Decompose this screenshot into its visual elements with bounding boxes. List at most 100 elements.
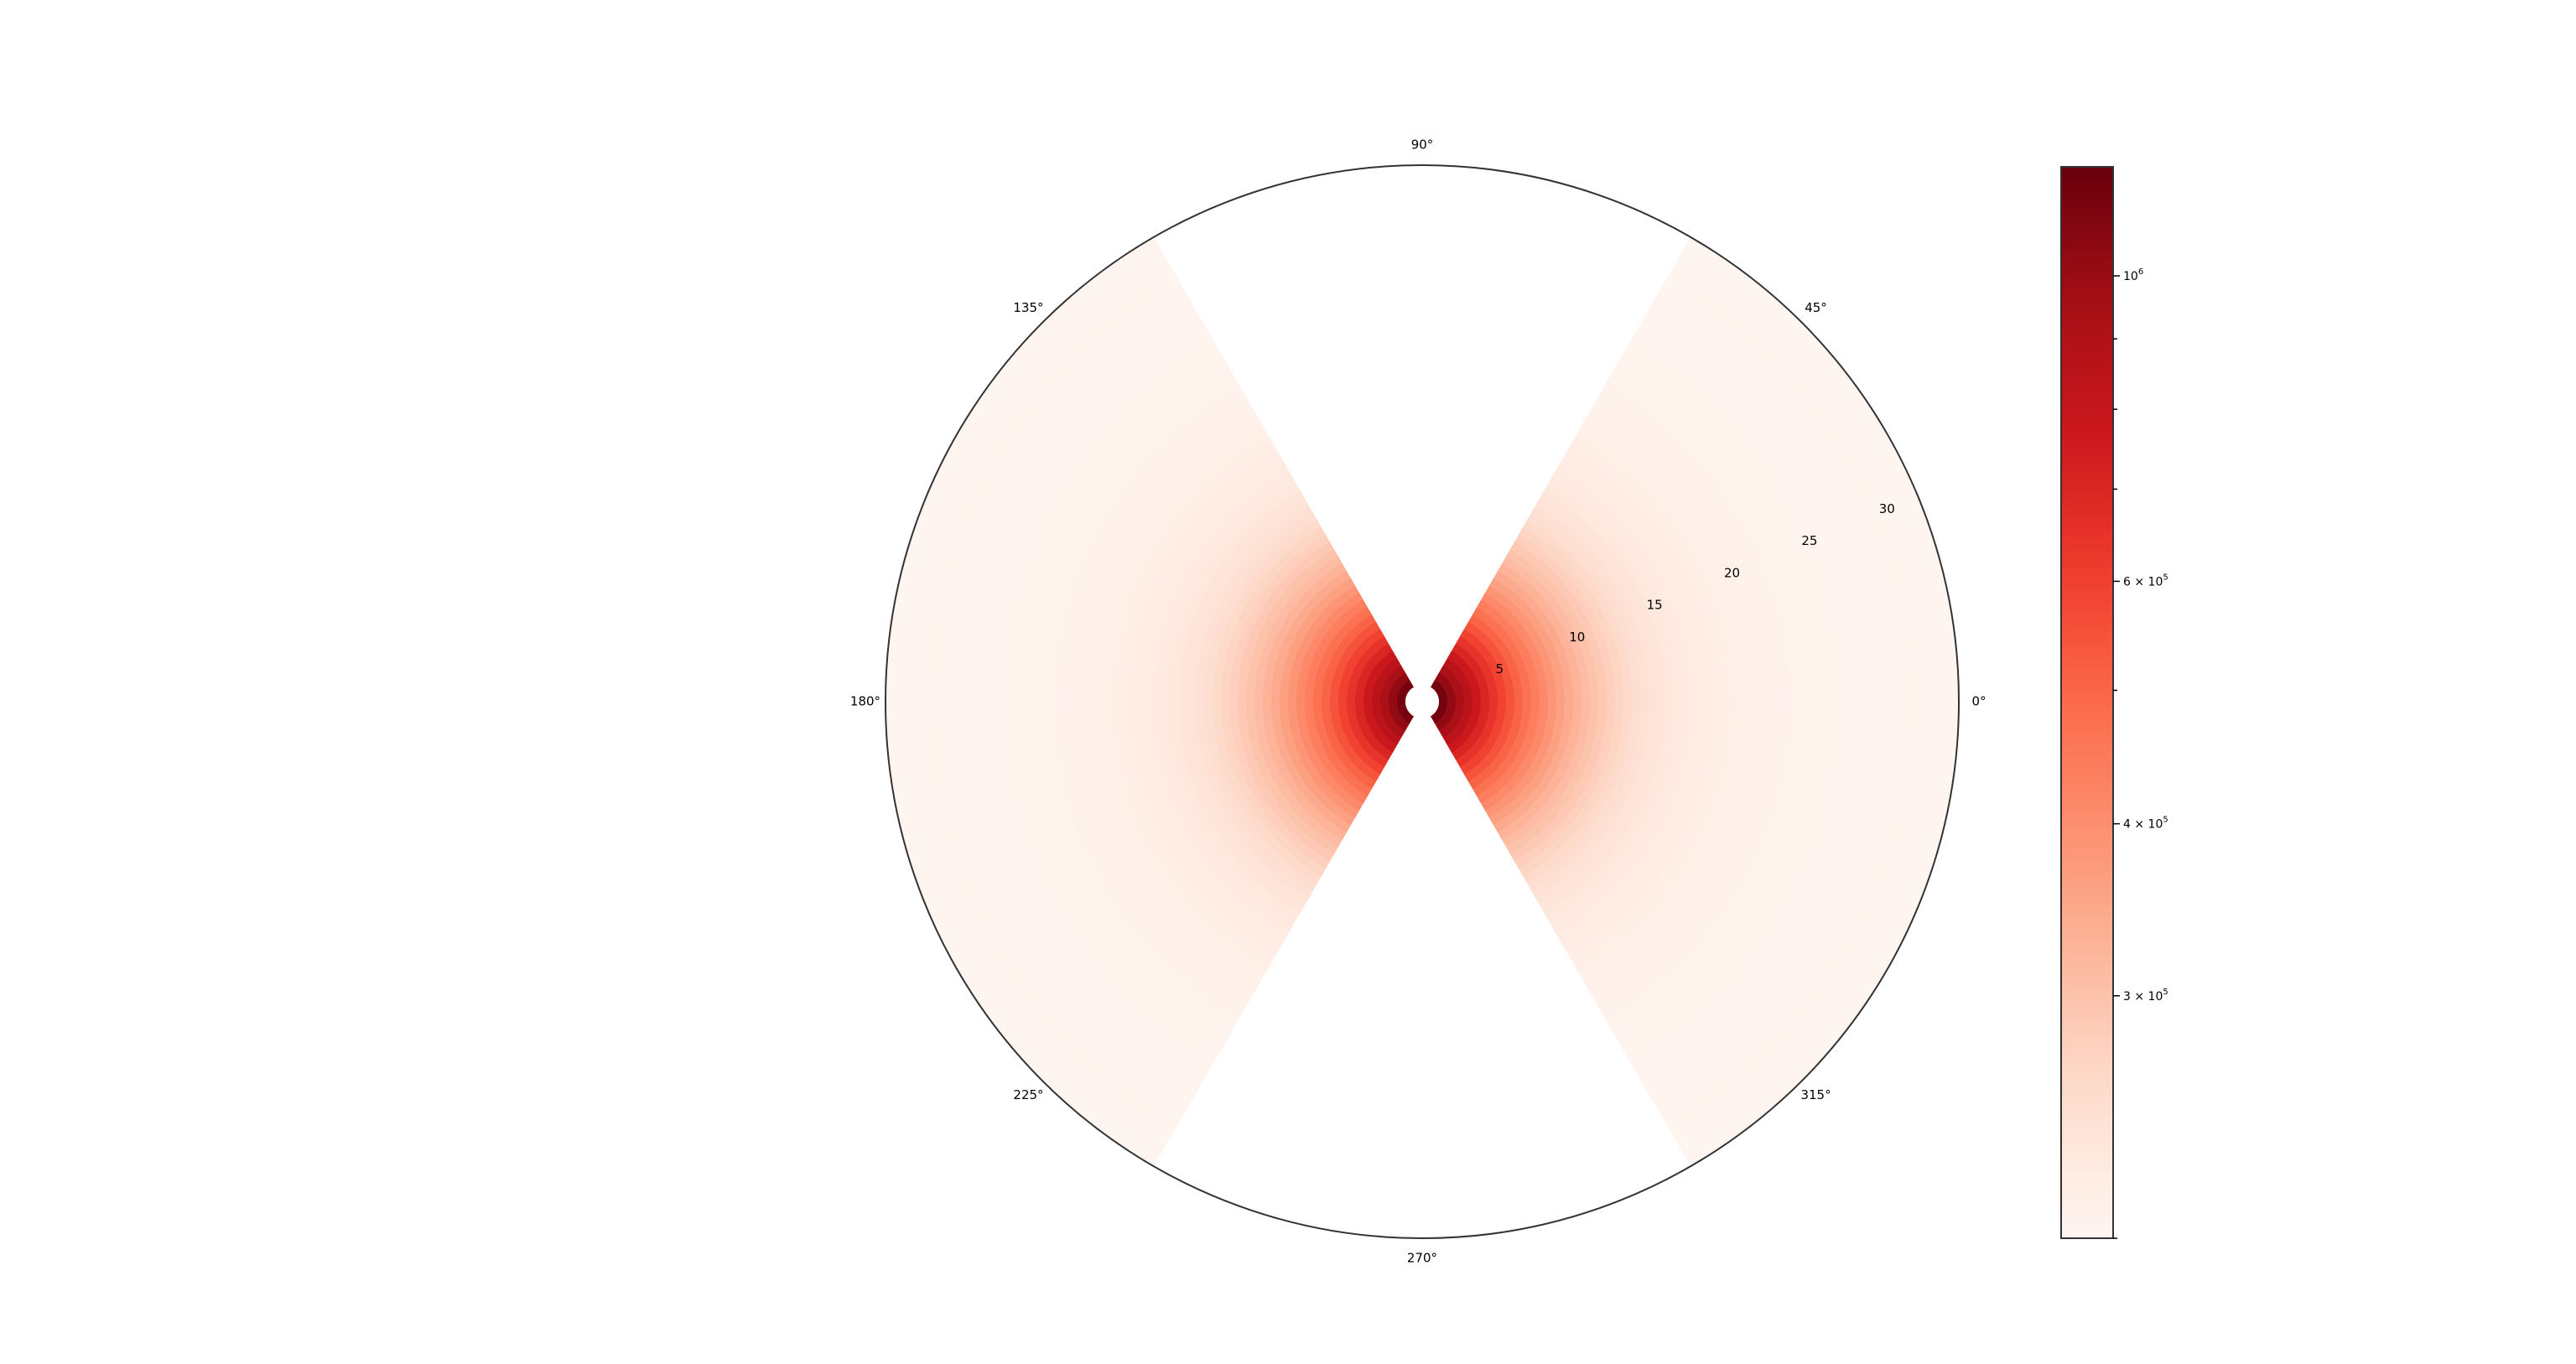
heatmap-cell bbox=[1535, 498, 1658, 905]
heatmap-cell bbox=[1321, 614, 1376, 790]
heatmap-cell bbox=[1346, 635, 1389, 768]
heatmap-cell bbox=[1447, 651, 1482, 753]
heatmap-cell bbox=[1431, 679, 1448, 724]
heatmap-cell bbox=[1396, 679, 1414, 724]
heatmap-cell bbox=[1498, 563, 1582, 840]
heatmap-cell bbox=[1103, 425, 1267, 978]
heatmap-cell bbox=[1354, 643, 1393, 760]
heatmap-cell bbox=[1170, 483, 1301, 921]
heatmap-cell bbox=[1371, 657, 1401, 746]
colorbar: 106 6 × 105 4 × 105 3 × 105 bbox=[2060, 166, 2168, 1239]
heatmap-cell bbox=[1544, 483, 1675, 921]
heatmap-cell bbox=[1485, 585, 1557, 818]
angular-tick-label: 180° bbox=[850, 694, 880, 709]
colorbar-tick-label: 6 × 105 bbox=[2123, 573, 2168, 589]
heatmap-cell bbox=[1329, 621, 1380, 782]
heatmap-cell bbox=[1337, 629, 1384, 775]
heatmap-cell bbox=[1464, 621, 1515, 782]
heatmap-cell bbox=[1287, 585, 1359, 818]
colorbar-frame bbox=[2060, 166, 2114, 1239]
heatmap-cell bbox=[1556, 461, 1700, 942]
radial-tick-label: 25 bbox=[1801, 533, 1817, 548]
heatmap-cell bbox=[1388, 672, 1410, 731]
heatmap-sectors bbox=[885, 236, 1960, 1167]
radial-tick-label: 30 bbox=[1879, 501, 1895, 516]
heatmap-cell bbox=[1468, 614, 1524, 790]
heatmap-cell bbox=[1228, 534, 1330, 869]
angular-tick-labels: 0° 45° 90° 135° 180° 225° 270° 315° bbox=[850, 137, 1987, 1266]
angular-tick-label: 135° bbox=[1013, 300, 1043, 315]
angular-tick-label: 225° bbox=[1013, 1087, 1043, 1102]
angular-tick-label: 315° bbox=[1800, 1087, 1831, 1102]
heatmap-cell bbox=[1279, 578, 1355, 826]
heatmap-cell bbox=[1270, 570, 1351, 833]
heatmap-cell bbox=[1363, 651, 1397, 753]
heatmap-cell bbox=[1220, 526, 1326, 877]
radial-tick-label: 10 bbox=[1569, 630, 1585, 645]
heatmap-cell bbox=[1304, 599, 1368, 804]
heatmap-cell bbox=[1523, 520, 1633, 884]
heatmap-cell bbox=[1493, 570, 1574, 833]
heatmap-cell bbox=[1502, 556, 1591, 848]
colorbar-tick-label: 3 × 105 bbox=[2123, 988, 2168, 1004]
heatmap-cell bbox=[1519, 526, 1624, 877]
heatmap-cell bbox=[1506, 548, 1599, 855]
center-hole bbox=[1405, 685, 1439, 718]
heatmap-cell bbox=[1531, 505, 1649, 899]
colorbar-tick-label: 106 bbox=[2123, 267, 2143, 283]
heatmap-cell bbox=[1136, 454, 1284, 949]
heatmap-cell bbox=[1565, 447, 1716, 957]
heatmap-cell bbox=[1481, 592, 1549, 812]
heatmap-cell bbox=[1561, 454, 1708, 949]
heatmap-cell bbox=[1489, 578, 1566, 826]
colorbar-ticks: 106 6 × 105 4 × 105 3 × 105 bbox=[2113, 267, 2168, 1239]
heatmap-cell bbox=[1379, 665, 1405, 739]
colorbar-tick-label: 4 × 105 bbox=[2123, 816, 2168, 832]
heatmap-cell bbox=[1212, 520, 1322, 884]
heatmap-cell bbox=[1119, 439, 1275, 964]
heatmap-cell bbox=[1460, 629, 1507, 775]
heatmap-cell bbox=[1435, 672, 1457, 731]
heatmap-cell bbox=[1443, 657, 1473, 746]
heatmap-cell bbox=[1540, 490, 1666, 913]
heatmap-cell bbox=[1552, 469, 1691, 935]
heatmap-cell bbox=[1452, 643, 1490, 760]
heatmap-cell bbox=[1312, 607, 1372, 796]
heatmap-cell bbox=[1111, 433, 1271, 971]
heatmap-cell bbox=[1577, 425, 1742, 978]
heatmap-cell bbox=[1548, 476, 1683, 927]
heatmap-cell bbox=[1456, 635, 1498, 768]
heatmap-cell bbox=[1472, 607, 1532, 796]
polar-frame bbox=[885, 164, 1960, 1239]
heatmap-cell bbox=[1178, 490, 1305, 913]
radial-tick-label: 5 bbox=[1496, 661, 1504, 677]
heatmap-cell bbox=[1203, 512, 1317, 891]
angular-tick-label: 270° bbox=[1407, 1251, 1437, 1266]
radial-tick-label: 15 bbox=[1647, 598, 1663, 613]
heatmap-cell bbox=[1145, 461, 1288, 942]
colorbar-gradient bbox=[2061, 167, 2113, 1238]
heatmap-cell bbox=[1153, 469, 1292, 935]
heatmap-cell bbox=[1161, 476, 1296, 927]
heatmap-cell bbox=[1128, 447, 1280, 957]
heatmap-cell bbox=[1254, 556, 1343, 848]
heatmap-cell bbox=[1195, 505, 1313, 899]
heatmap-cell bbox=[1262, 563, 1347, 840]
radial-tick-label: 20 bbox=[1724, 565, 1740, 580]
heatmap-cell bbox=[1514, 534, 1616, 869]
heatmap-cell bbox=[1477, 599, 1540, 804]
heatmap-cell bbox=[1187, 498, 1309, 905]
angular-tick-label: 90° bbox=[1411, 137, 1434, 153]
heatmap-cell bbox=[1527, 512, 1641, 891]
heatmap-cell bbox=[1573, 433, 1733, 971]
angular-tick-label: 45° bbox=[1805, 300, 1827, 315]
heatmap-cell bbox=[1245, 548, 1338, 855]
heatmap-cell bbox=[1510, 542, 1607, 862]
angular-tick-label: 0° bbox=[1971, 694, 1986, 709]
radial-tick-labels: 5 10 15 20 25 30 bbox=[1496, 501, 1895, 677]
polar-plot: 5 10 15 20 25 30 0° 45° 90° 135° 180° 225° 270° 315° bbox=[850, 137, 1987, 1266]
heatmap-cell bbox=[1439, 665, 1465, 739]
heatmap-cell bbox=[1296, 592, 1363, 812]
heatmap-cell bbox=[1237, 542, 1334, 862]
